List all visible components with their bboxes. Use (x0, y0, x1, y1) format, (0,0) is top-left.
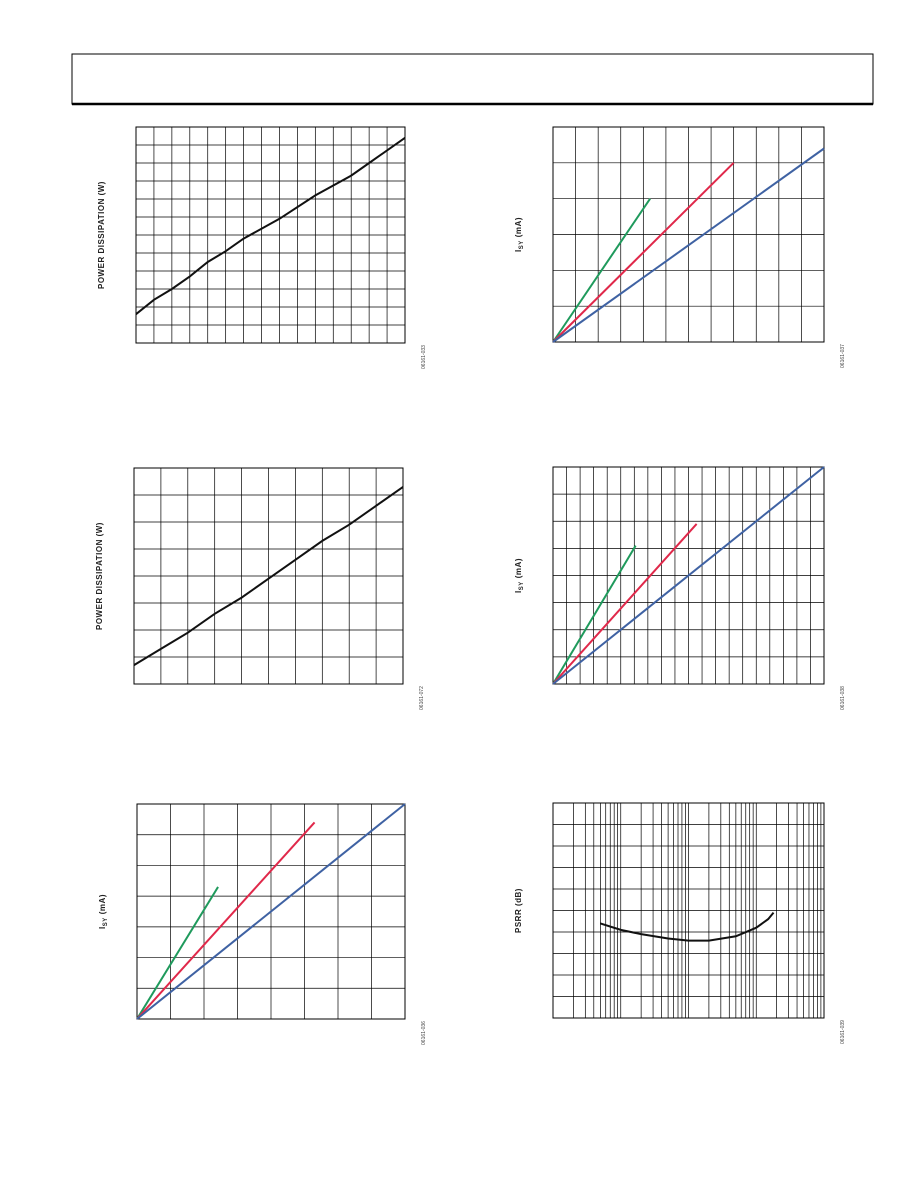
figure-id: 06161-036 (421, 1021, 427, 1045)
y-axis-label-part: I (98, 926, 107, 929)
y-axis-label-part: SY (519, 240, 525, 249)
plot-frame (552, 802, 825, 1019)
plot-frame (136, 803, 406, 1020)
plot-frame (135, 126, 406, 344)
header-box (71, 53, 874, 105)
y-axis-label: ISY (mA) (98, 894, 109, 929)
data-line (552, 198, 651, 343)
plot-frame (133, 467, 404, 685)
figure-id: 06161-033 (421, 345, 427, 369)
data-line (552, 545, 637, 685)
data-line (552, 147, 825, 343)
data-line (552, 523, 698, 685)
y-axis-label-part: SY (103, 917, 109, 926)
y-axis-label: ISY (mA) (514, 217, 525, 252)
figure-id: 06161-037 (840, 344, 846, 368)
data-line (136, 821, 316, 1020)
y-axis-label-part: I (514, 590, 523, 593)
data-line (552, 162, 735, 343)
figure-id: 06161-039 (840, 1020, 846, 1044)
data-line (136, 803, 406, 1020)
y-axis-label: POWER DISSIPATION (W) (97, 181, 106, 289)
data-line (136, 886, 219, 1020)
y-axis-label: ISY (mA) (514, 558, 525, 593)
y-axis-label-part: (mA) (514, 217, 523, 237)
plot-frame (552, 466, 825, 685)
data-line (600, 912, 775, 942)
y-axis-label: POWER DISSIPATION (W) (95, 522, 104, 630)
data-line (552, 466, 825, 685)
plot-frame (552, 126, 825, 343)
y-axis-label-part: (mA) (98, 894, 107, 914)
data-line (135, 136, 406, 315)
y-axis-label: PSRR (dB) (514, 888, 523, 933)
figure-id: 06161-072 (419, 686, 425, 710)
data-line (133, 486, 404, 666)
y-axis-label-part: (mA) (514, 558, 523, 578)
figure-id: 06161-038 (840, 686, 846, 710)
y-axis-label-part: I (514, 249, 523, 252)
y-axis-label-part: SY (519, 581, 525, 590)
